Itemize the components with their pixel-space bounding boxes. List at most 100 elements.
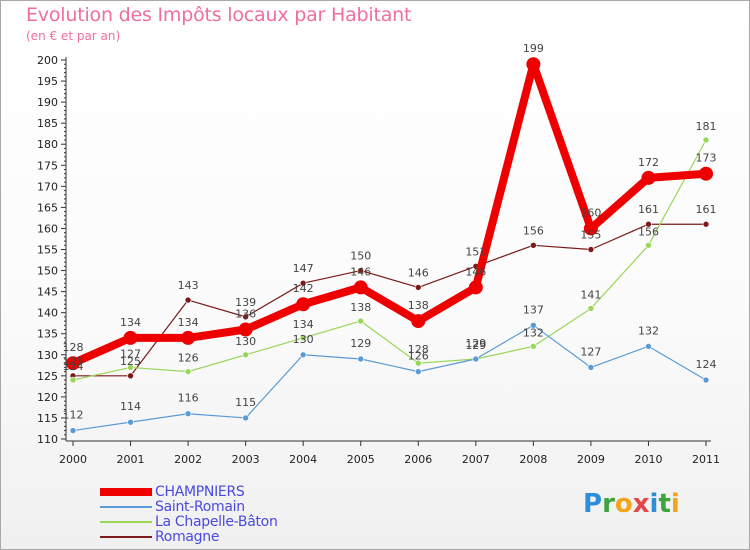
data-label-la-chapelle-baton: 124 [63, 360, 84, 373]
data-label-champniers: 142 [293, 282, 314, 295]
data-label-romagne: 151 [465, 245, 486, 258]
chart-subtitle: (en € et par an) [26, 29, 121, 43]
data-label-champniers: 160 [580, 206, 601, 219]
x-tick-label: 2009 [577, 453, 605, 466]
data-label-la-chapelle-baton: 138 [350, 301, 371, 314]
data-label-la-chapelle-baton: 134 [293, 318, 314, 331]
data-point-champniers [123, 330, 138, 345]
legend-swatch [100, 506, 152, 508]
data-point-champniers [411, 314, 426, 329]
data-label-champniers: 134 [120, 316, 141, 329]
legend-label: Saint-Romain [155, 499, 245, 515]
data-point-la-chapelle-baton [587, 305, 595, 312]
data-label-champniers: 146 [350, 265, 371, 278]
data-point-saint-romain [242, 414, 249, 422]
logo-letter: P [583, 489, 603, 519]
data-point-la-chapelle-baton [69, 376, 77, 384]
data-point-champniers [468, 280, 483, 295]
data-point-champniers [296, 297, 311, 312]
data-label-saint-romain: 116 [178, 392, 199, 405]
data-point-champniers [641, 170, 656, 185]
data-label-saint-romain: 129 [465, 337, 486, 350]
chart-title: Evolution des Impôts locaux par Habitant [26, 4, 412, 26]
data-label-la-chapelle-baton: 141 [580, 288, 601, 301]
data-point-la-chapelle-baton [702, 136, 710, 144]
data-label-la-chapelle-baton: 181 [696, 120, 717, 133]
data-point-romagne [357, 267, 365, 274]
y-tick-label: 145 [37, 286, 58, 299]
x-tick-label: 2006 [404, 453, 432, 466]
data-label-romagne: 125 [63, 355, 84, 368]
logo-letter: t [658, 489, 671, 519]
y-tick-label: 115 [37, 412, 58, 425]
data-point-romagne [242, 313, 249, 321]
data-point-la-chapelle-baton [530, 343, 537, 350]
x-tick-label: 2004 [289, 453, 317, 466]
y-tick-label: 130 [37, 349, 58, 362]
data-label-romagne: 146 [408, 266, 429, 279]
data-label-saint-romain: 124 [696, 358, 717, 371]
data-point-champniers [238, 322, 253, 337]
data-label-romagne: 143 [178, 279, 199, 292]
data-label-champniers: 172 [638, 156, 659, 169]
data-point-champniers [526, 57, 541, 72]
legend-swatch [100, 521, 152, 523]
data-label-romagne: 161 [638, 203, 659, 216]
data-point-romagne [414, 284, 422, 291]
series-line-romagne [72, 223, 707, 377]
data-label-saint-romain: 127 [580, 345, 601, 358]
x-tick-label: 2008 [519, 453, 547, 466]
data-point-champniers [353, 280, 368, 295]
data-label-champniers: 138 [408, 299, 429, 312]
y-tick-label: 125 [37, 370, 58, 383]
legend-label: La Chapelle-Bâton [155, 514, 278, 530]
legend-swatch [100, 488, 152, 496]
y-tick-label: 180 [37, 138, 58, 151]
data-point-la-chapelle-baton [184, 368, 192, 375]
data-point-champniers [699, 166, 713, 181]
y-tick-label: 150 [37, 265, 58, 278]
data-label-romagne: 125 [120, 355, 141, 368]
x-tick-label: 2001 [117, 453, 145, 466]
series-line-saint-romain [72, 324, 707, 432]
data-point-saint-romain [127, 418, 134, 426]
data-label-romagne: 139 [235, 296, 256, 309]
data-label-romagne: 150 [350, 250, 371, 263]
data-label-saint-romain: 137 [523, 303, 544, 316]
y-tick-label: 120 [37, 391, 58, 404]
data-point-champniers [66, 356, 80, 371]
y-tick-label: 200 [37, 54, 58, 67]
y-tick-label: 195 [37, 75, 58, 88]
data-point-romagne [702, 220, 710, 228]
proxiti-logo: Proxiti [583, 489, 680, 519]
data-label-la-chapelle-baton: 127 [120, 347, 141, 360]
data-label-romagne: 161 [696, 203, 717, 216]
legend-label: CHAMPNIERS [155, 484, 245, 500]
y-tick-label: 160 [37, 222, 58, 235]
logo-letter: x [632, 489, 650, 519]
data-point-la-chapelle-baton [414, 359, 422, 367]
x-tick-label: 2005 [347, 453, 375, 466]
x-tick-label: 2000 [59, 453, 87, 466]
data-label-la-chapelle-baton: 130 [235, 335, 256, 348]
y-tick-label: 155 [37, 244, 58, 257]
x-tick-label: 2002 [174, 453, 202, 466]
data-point-champniers [181, 330, 196, 345]
data-point-saint-romain [184, 410, 192, 418]
data-label-saint-romain: 126 [408, 350, 429, 363]
series-line-champniers [69, 60, 710, 368]
data-label-saint-romain: 130 [293, 333, 314, 346]
x-tick-label: 2010 [634, 453, 662, 466]
data-label-champniers: 146 [465, 265, 486, 278]
data-label-romagne: 156 [523, 224, 544, 237]
data-label-la-chapelle-baton: 126 [178, 352, 199, 365]
data-label-champniers: 136 [235, 308, 256, 321]
data-label-saint-romain: 132 [638, 324, 659, 337]
y-tick-label: 135 [37, 328, 58, 341]
y-tick-label: 185 [37, 117, 58, 130]
data-label-la-chapelle-baton: 129 [465, 339, 486, 352]
data-label-saint-romain: 114 [120, 400, 141, 413]
y-tick-label: 140 [37, 307, 58, 320]
data-point-champniers [583, 221, 598, 236]
